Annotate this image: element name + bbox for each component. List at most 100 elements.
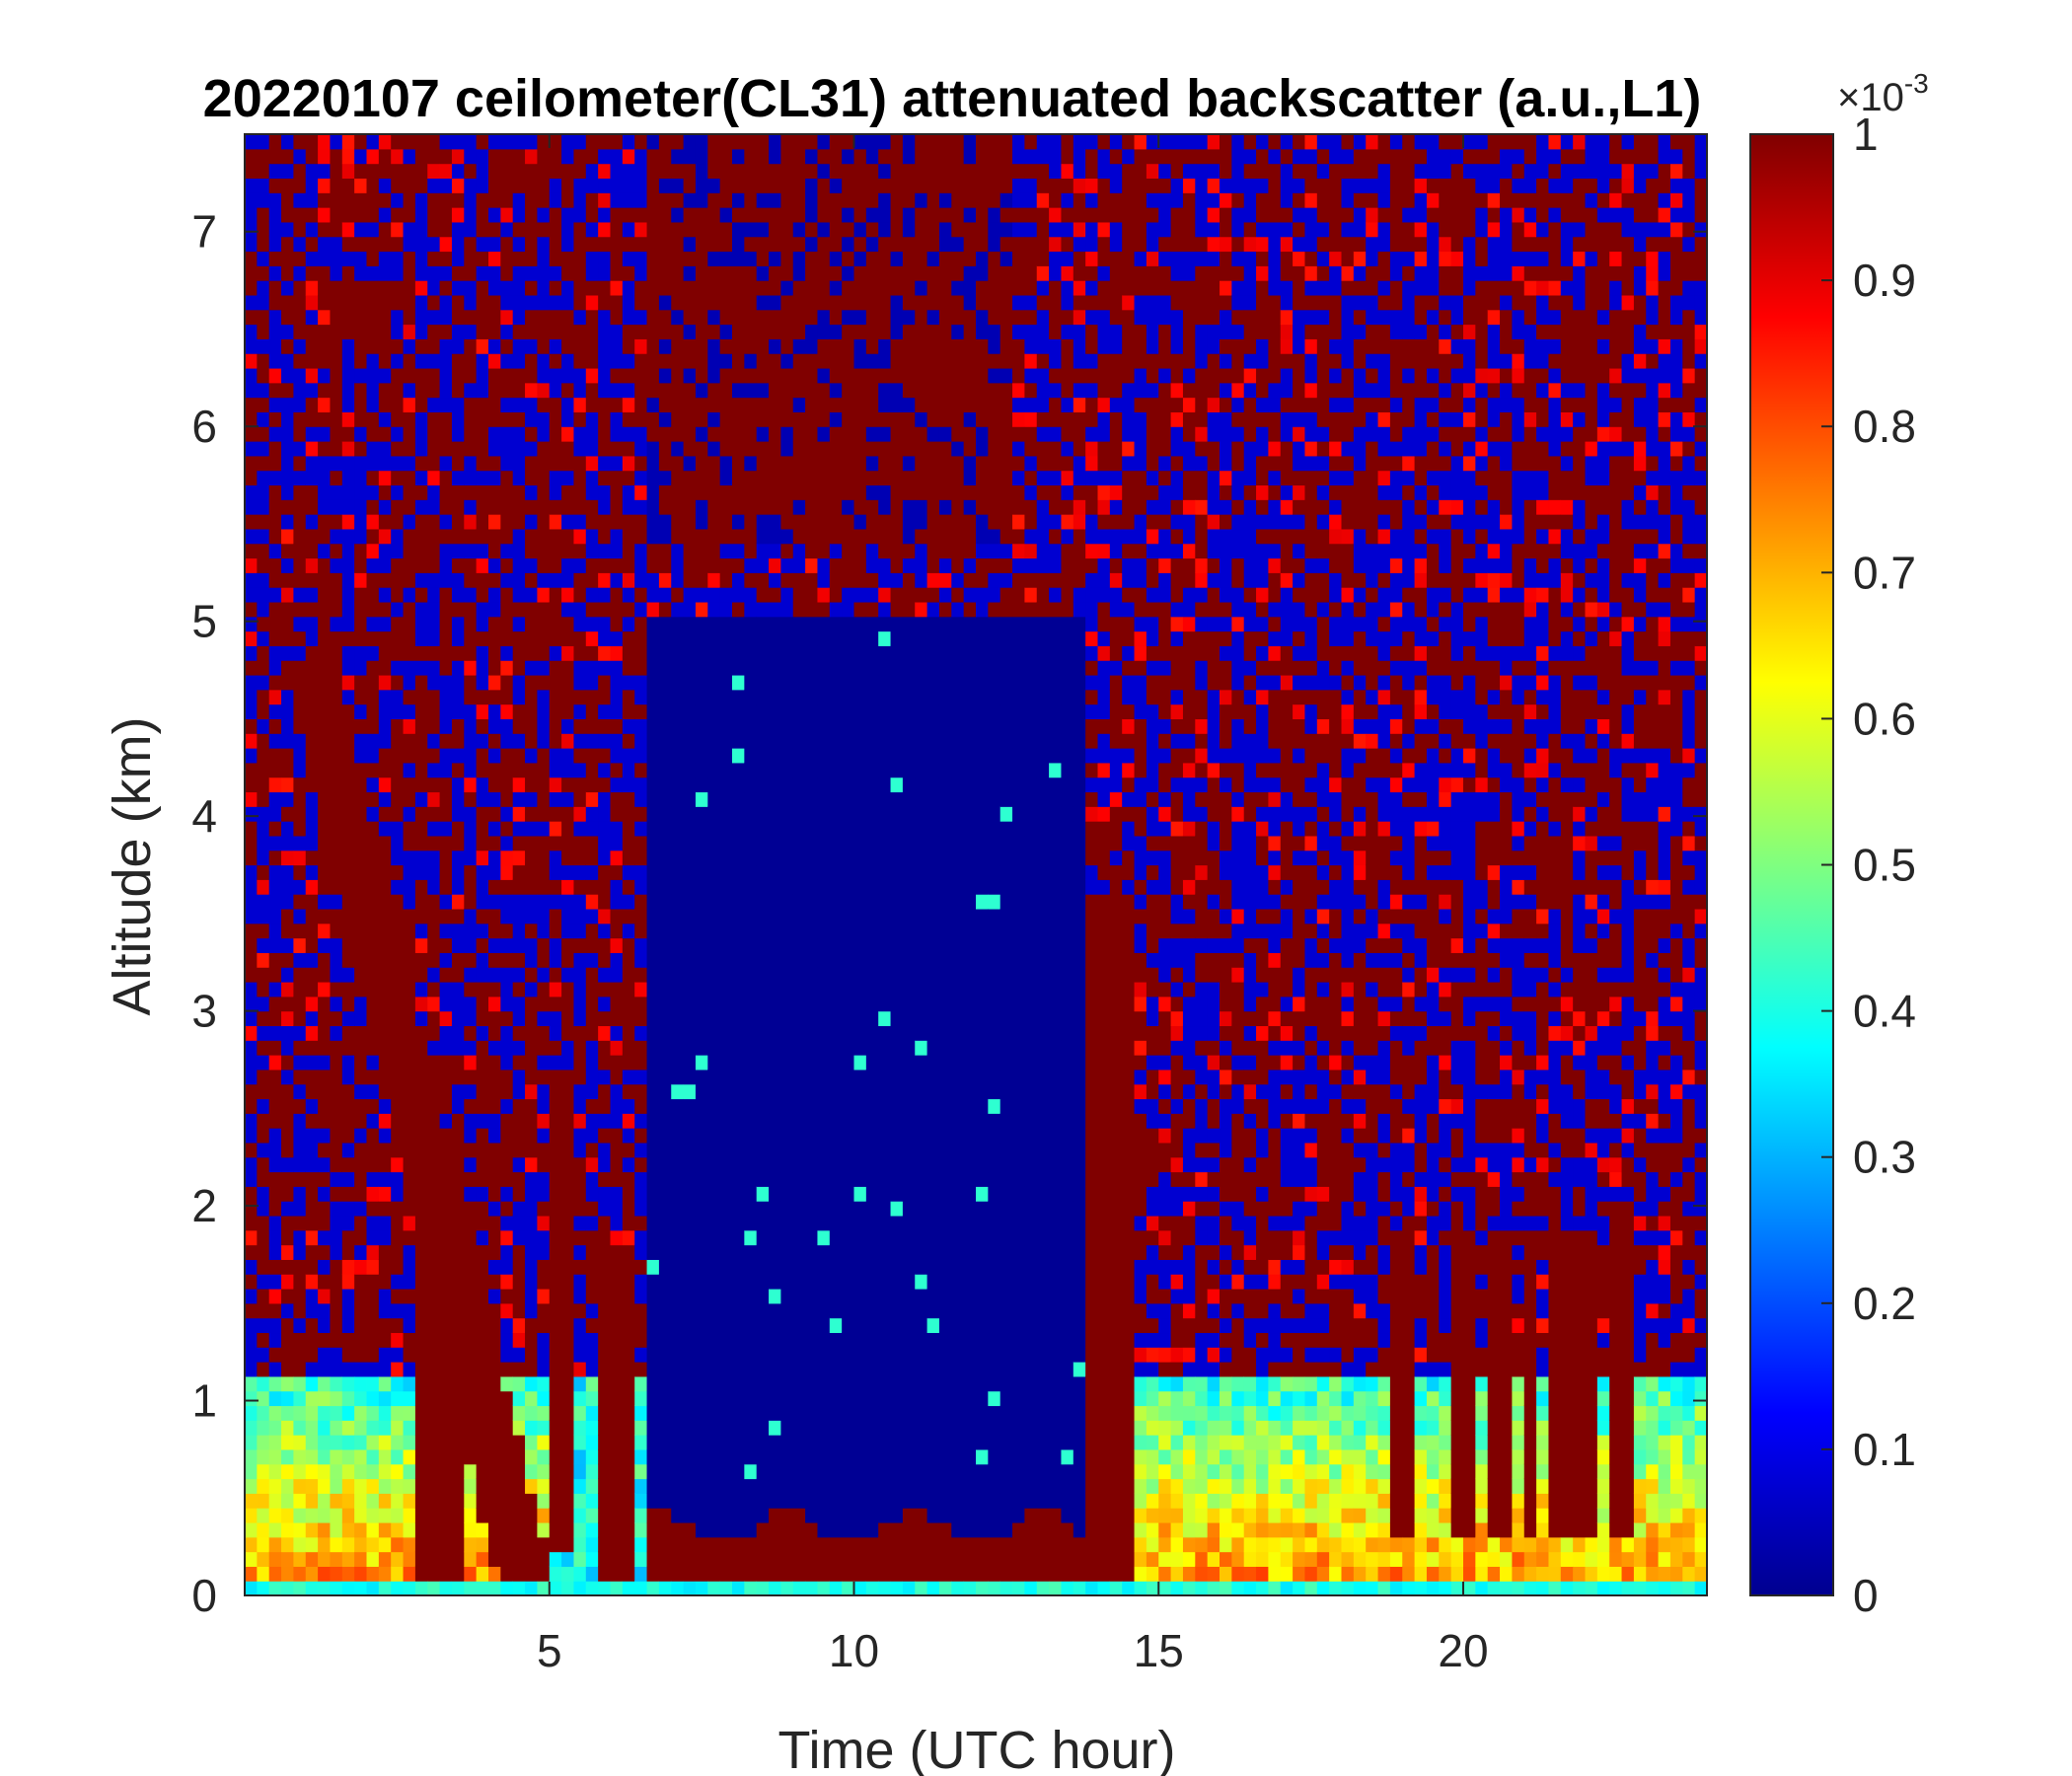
heatmap-cell: [805, 1259, 819, 1275]
heatmap-cell: [378, 645, 392, 661]
heatmap-cell: [585, 806, 599, 822]
heatmap-cell: [476, 748, 489, 764]
heatmap-cell: [744, 148, 758, 165]
heatmap-cell: [646, 1375, 660, 1392]
heatmap-cell: [318, 367, 332, 384]
heatmap-cell: [512, 178, 526, 193]
heatmap-cell: [622, 236, 635, 253]
heatmap-cell: [610, 689, 624, 705]
heatmap-cell: [414, 674, 428, 691]
heatmap-cell: [476, 207, 489, 223]
heatmap-cell: [537, 1025, 551, 1041]
heatmap-cell: [281, 821, 294, 837]
heatmap-cell: [293, 382, 307, 399]
heatmap-cell: [268, 1142, 282, 1158]
heatmap-cell: [439, 470, 453, 486]
heatmap-cell: [756, 1448, 770, 1465]
heatmap-cell: [451, 163, 465, 180]
heatmap-cell: [646, 1098, 660, 1114]
heatmap-cell: [622, 397, 635, 412]
heatmap-cell: [488, 821, 501, 837]
heatmap-cell: [451, 616, 465, 632]
heatmap-cell: [842, 1362, 855, 1377]
heatmap-cell: [646, 1405, 660, 1421]
heatmap-cell: [391, 557, 405, 573]
heatmap-cell: [683, 1448, 697, 1465]
heatmap-cell: [257, 952, 270, 968]
heatmap-cell: [330, 280, 343, 296]
heatmap-cell: [646, 733, 660, 749]
heatmap-cell: [573, 221, 587, 238]
heatmap-cell: [391, 718, 405, 734]
heatmap-cell: [573, 1463, 587, 1480]
heatmap-cell: [439, 1113, 453, 1129]
heatmap-cell: [598, 1420, 612, 1436]
heatmap-cell: [476, 455, 489, 472]
heatmap-cell: [366, 689, 380, 705]
heatmap-cell: [391, 1069, 405, 1085]
heatmap-cell: [829, 1362, 843, 1377]
heatmap-cell: [744, 1288, 758, 1304]
heatmap-cell: [792, 294, 806, 311]
heatmap-cell: [561, 134, 575, 150]
heatmap-cell: [366, 251, 380, 266]
heatmap-cell: [439, 1463, 453, 1480]
heatmap-cell: [488, 557, 501, 573]
heatmap-cell: [610, 806, 624, 822]
heatmap-cell: [281, 528, 294, 545]
heatmap-cell: [744, 426, 758, 442]
heatmap-cell: [573, 1347, 587, 1363]
heatmap-cell: [561, 1215, 575, 1231]
heatmap-cell: [573, 251, 587, 266]
heatmap-cell: [610, 1581, 624, 1596]
heatmap-cell: [268, 996, 282, 1012]
heatmap-cell: [671, 280, 685, 296]
heatmap-cell: [268, 1229, 282, 1246]
heatmap-cell: [341, 1156, 355, 1173]
heatmap-cell: [671, 1040, 685, 1056]
heatmap-cell: [293, 1362, 307, 1377]
heatmap-cell: [792, 148, 806, 165]
heatmap-cell: [769, 1128, 781, 1144]
heatmap-cell: [414, 1435, 428, 1450]
heatmap-cell: [792, 221, 806, 238]
heatmap-cell: [525, 835, 538, 851]
heatmap-cell: [476, 1274, 489, 1290]
heatmap-cell: [341, 1288, 355, 1304]
heatmap-cell: [268, 382, 282, 399]
heatmap-cell: [610, 908, 624, 925]
heatmap-cell: [427, 1347, 441, 1363]
heatmap-cell: [537, 1229, 551, 1246]
heatmap-cell: [805, 996, 819, 1012]
heatmap-cell: [792, 251, 806, 266]
heatmap-cell: [281, 1390, 294, 1407]
heatmap-cell: [780, 1055, 794, 1071]
heatmap-cell: [305, 426, 319, 442]
heatmap-cell: [598, 967, 612, 983]
heatmap-cell: [769, 762, 781, 778]
heatmap-cell: [500, 806, 514, 822]
heatmap-cell: [610, 1186, 624, 1202]
heatmap-cell: [598, 1229, 612, 1246]
heatmap-cell: [439, 864, 453, 880]
heatmap-cell: [464, 1317, 478, 1334]
heatmap-cell: [732, 1010, 745, 1027]
heatmap-cell: [354, 748, 368, 764]
heatmap-cell: [561, 1536, 575, 1553]
heatmap-cell: [245, 1493, 258, 1509]
heatmap-cell: [305, 937, 319, 953]
heatmap-cell: [769, 1566, 781, 1582]
heatmap-cell: [318, 616, 332, 632]
heatmap-cell: [842, 207, 855, 223]
heatmap-cell: [622, 455, 635, 472]
heatmap-cell: [451, 514, 465, 530]
heatmap-cell: [622, 1259, 635, 1275]
heatmap-cell: [658, 1566, 672, 1582]
heatmap-cell: [805, 207, 819, 223]
heatmap-cell: [403, 718, 416, 734]
heatmap-cell: [585, 1113, 599, 1129]
heatmap-cell: [622, 937, 635, 953]
heatmap-cell: [707, 616, 721, 632]
heatmap-cell: [732, 572, 745, 588]
heatmap-cell: [817, 1083, 831, 1100]
